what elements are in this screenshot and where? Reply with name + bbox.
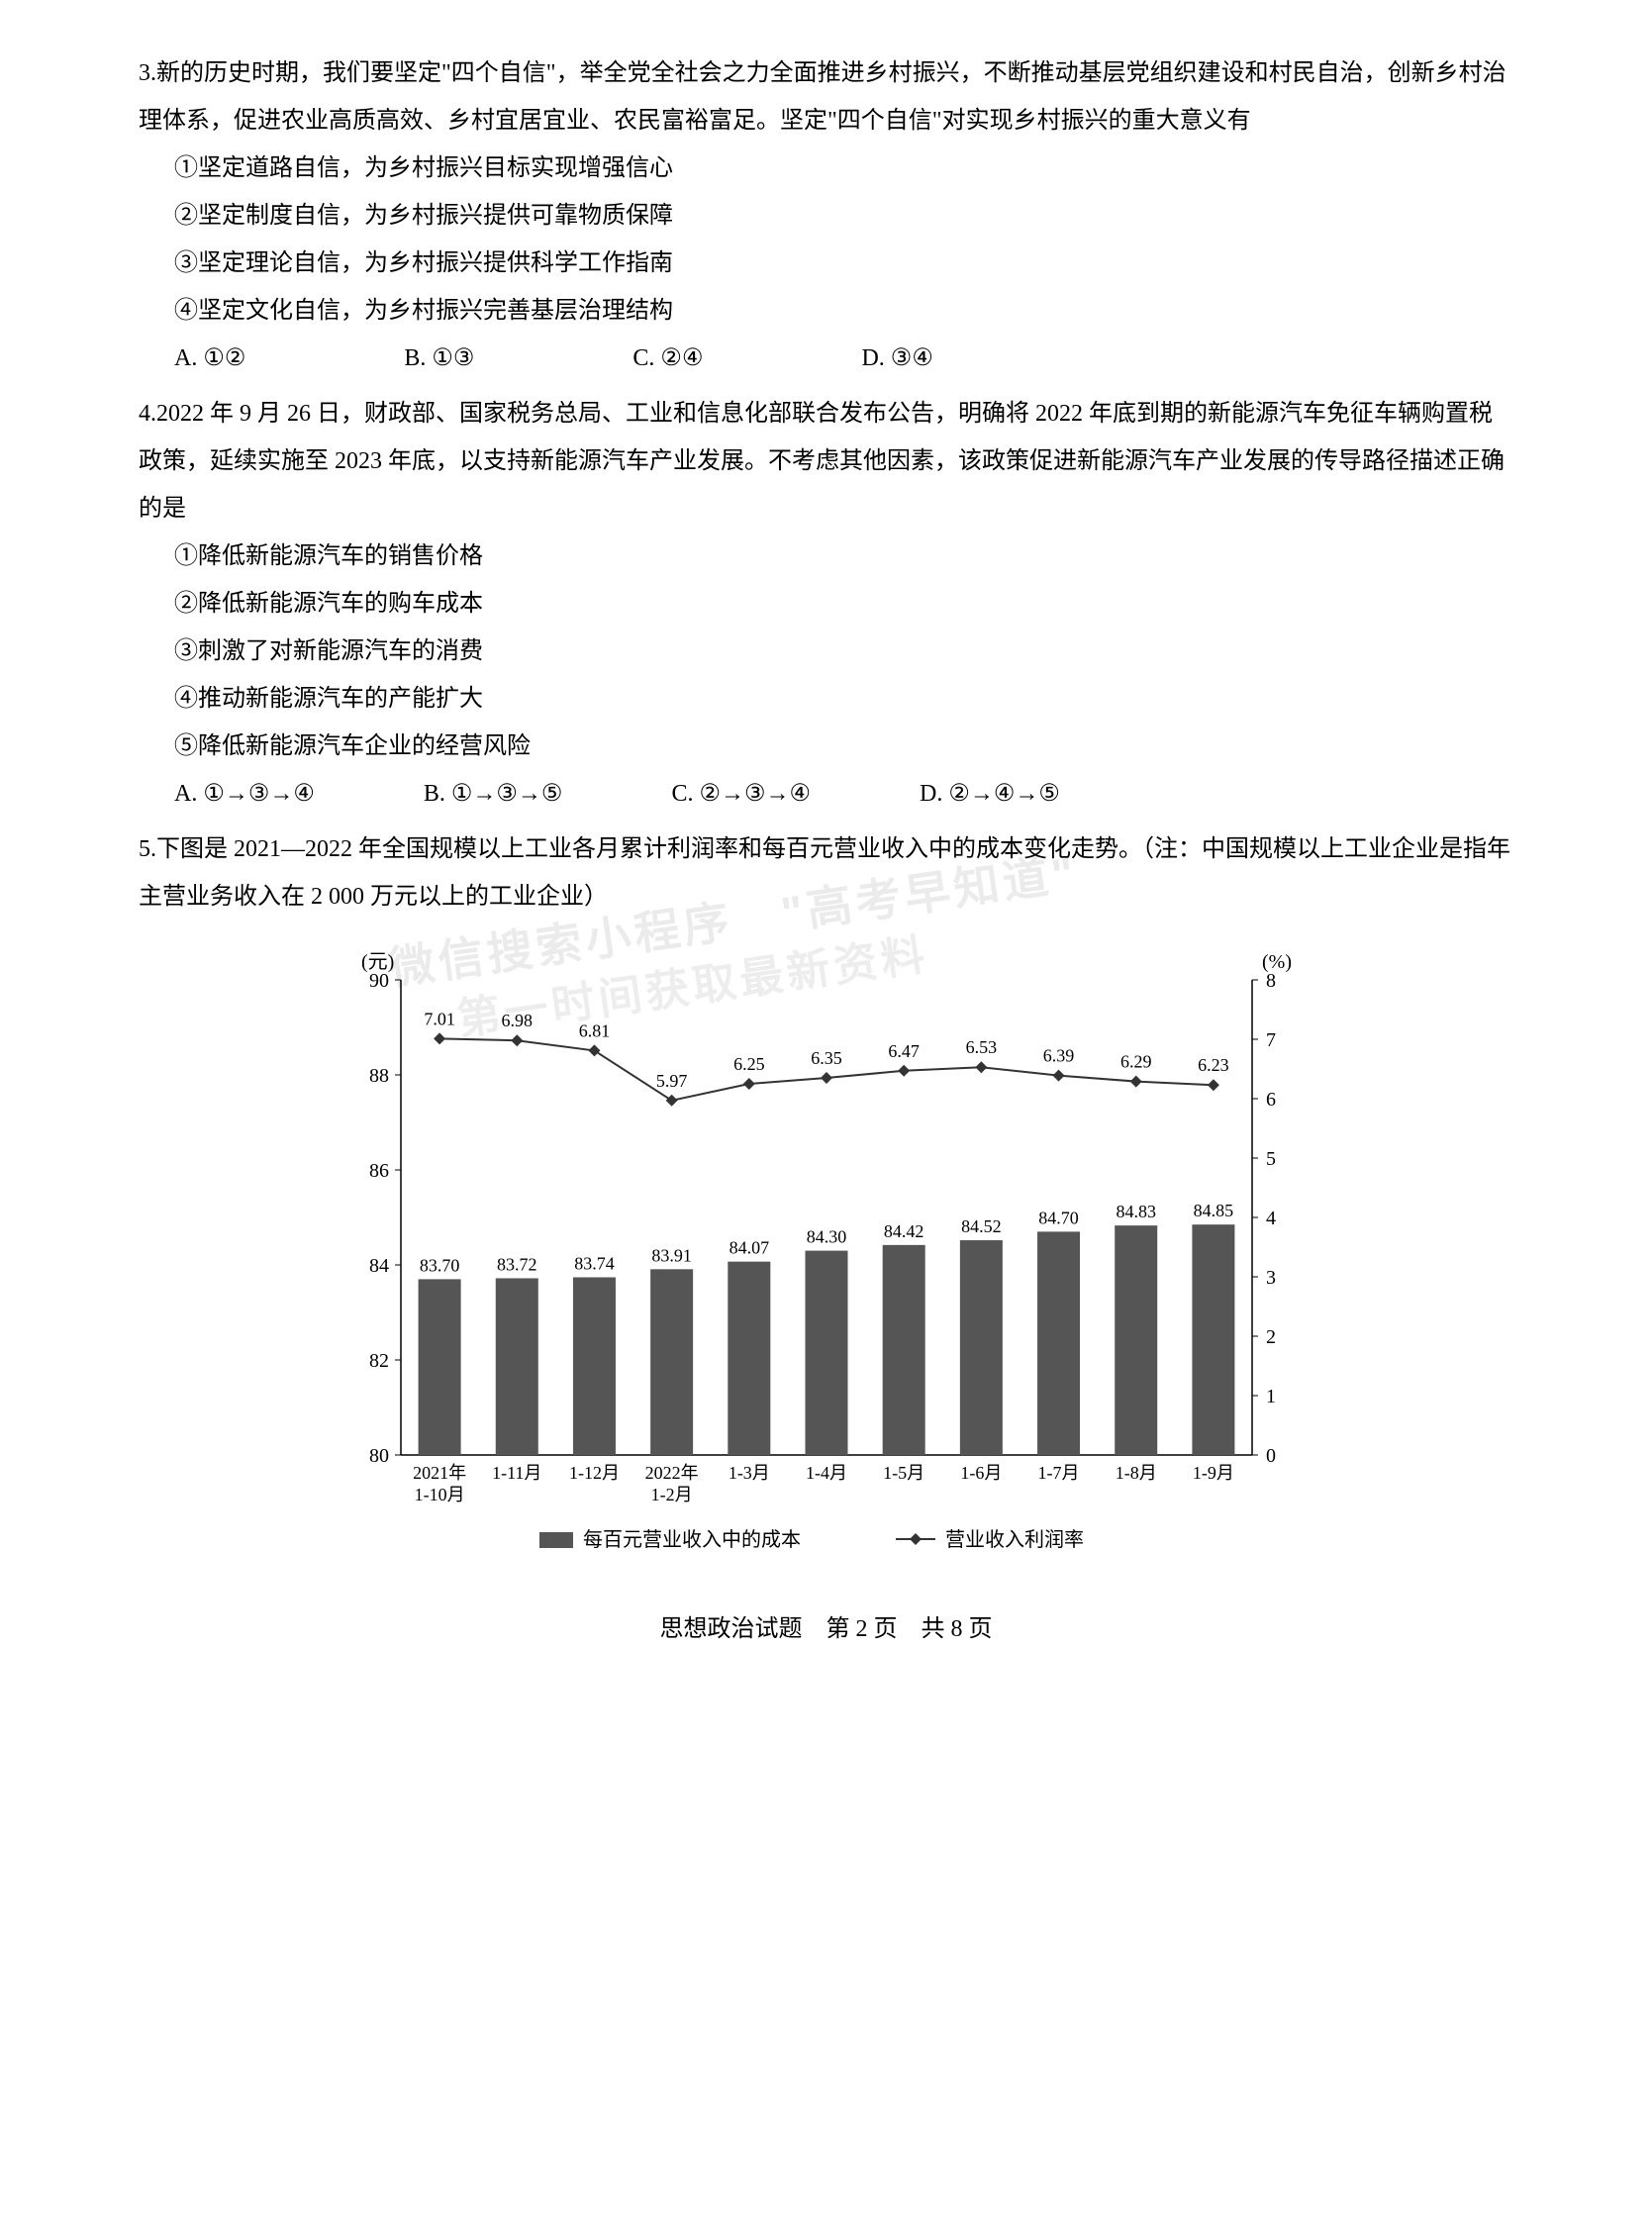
- svg-text:6.53: 6.53: [965, 1037, 997, 1057]
- q4-stem: 4.2022 年 9 月 26 日，财政部、国家税务总局、工业和信息化部联合发布…: [139, 390, 1513, 533]
- svg-text:2: 2: [1266, 1326, 1276, 1348]
- svg-text:84.07: 84.07: [729, 1238, 769, 1258]
- svg-text:6.39: 6.39: [1042, 1046, 1074, 1066]
- q3-item-3: ③坚定理论自信，为乡村振兴提供科学工作指南: [139, 240, 1513, 287]
- q4-opt-a: A. ①→③→④: [174, 770, 315, 818]
- chart-container: (元)(%)80828486889001234567883.7083.7283.…: [322, 940, 1331, 1591]
- q4-opt-b: B. ①→③→⑤: [424, 770, 563, 818]
- q4-stem-text: 2022 年 9 月 26 日，财政部、国家税务总局、工业和信息化部联合发布公告…: [139, 401, 1505, 522]
- svg-text:7.01: 7.01: [424, 1009, 455, 1028]
- svg-text:6.35: 6.35: [811, 1048, 842, 1068]
- svg-text:1-2月: 1-2月: [650, 1485, 692, 1504]
- q4-item-1: ①降低新能源汽车的销售价格: [139, 533, 1513, 580]
- svg-text:1-12月: 1-12月: [568, 1463, 619, 1483]
- svg-text:营业收入利润率: 营业收入利润率: [945, 1528, 1084, 1551]
- svg-text:6.25: 6.25: [733, 1054, 765, 1074]
- q5-stem: 5.下图是 2021—2022 年全国规模以上工业各月累计利润率和每百元营业收入…: [139, 825, 1513, 921]
- svg-text:1-3月: 1-3月: [728, 1463, 769, 1483]
- svg-text:84.30: 84.30: [806, 1227, 846, 1247]
- svg-text:2021年: 2021年: [413, 1463, 466, 1483]
- page-footer: 思想政治试题 第 2 页 共 8 页: [139, 1605, 1513, 1653]
- question-3: 3.新的历史时期，我们要坚定"四个自信"，举全党全社会之力全面推进乡村振兴，不断…: [139, 49, 1513, 382]
- svg-text:1-11月: 1-11月: [492, 1463, 541, 1483]
- svg-text:6.23: 6.23: [1198, 1055, 1229, 1075]
- svg-text:1-9月: 1-9月: [1192, 1463, 1233, 1483]
- svg-text:84.85: 84.85: [1193, 1201, 1233, 1220]
- q3-item-2: ②坚定制度自信，为乡村振兴提供可靠物质保障: [139, 192, 1513, 240]
- svg-text:3: 3: [1266, 1267, 1276, 1289]
- svg-text:88: 88: [369, 1065, 389, 1087]
- svg-text:84.42: 84.42: [883, 1221, 923, 1241]
- svg-text:82: 82: [369, 1350, 389, 1372]
- q4-item-3: ③刺激了对新能源汽车的消费: [139, 628, 1513, 675]
- svg-text:1-5月: 1-5月: [883, 1463, 924, 1483]
- q3-opt-d: D. ③④: [861, 335, 932, 382]
- svg-text:5.97: 5.97: [655, 1071, 687, 1091]
- q4-item-4: ④推动新能源汽车的产能扩大: [139, 675, 1513, 723]
- svg-text:1-6月: 1-6月: [960, 1463, 1002, 1483]
- q3-number: 3.: [139, 60, 156, 86]
- svg-text:83.74: 83.74: [574, 1253, 615, 1273]
- svg-text:6.29: 6.29: [1119, 1052, 1151, 1072]
- svg-text:86: 86: [369, 1160, 389, 1182]
- chart-svg: (元)(%)80828486889001234567883.7083.7283.…: [322, 940, 1331, 1574]
- svg-text:83.72: 83.72: [497, 1254, 537, 1274]
- q4-number: 4.: [139, 401, 156, 427]
- svg-text:每百元营业收入中的成本: 每百元营业收入中的成本: [583, 1528, 801, 1551]
- svg-text:7: 7: [1266, 1029, 1276, 1051]
- q3-opt-b: B. ①③: [404, 335, 474, 382]
- svg-text:8: 8: [1266, 970, 1276, 992]
- svg-text:83.91: 83.91: [651, 1245, 692, 1265]
- question-5: 5.下图是 2021—2022 年全国规模以上工业各月累计利润率和每百元营业收入…: [139, 825, 1513, 921]
- svg-text:2022年: 2022年: [644, 1463, 698, 1483]
- q4-opt-c: C. ②→③→④: [671, 770, 811, 818]
- svg-text:84: 84: [369, 1255, 389, 1277]
- svg-text:1: 1: [1266, 1386, 1276, 1407]
- question-4: 4.2022 年 9 月 26 日，财政部、国家税务总局、工业和信息化部联合发布…: [139, 390, 1513, 818]
- svg-text:6: 6: [1266, 1089, 1276, 1111]
- svg-text:84.83: 84.83: [1116, 1202, 1156, 1221]
- q3-item-1: ①坚定道路自信，为乡村振兴目标实现增强信心: [139, 145, 1513, 192]
- svg-text:4: 4: [1266, 1208, 1276, 1229]
- svg-text:5: 5: [1266, 1148, 1276, 1170]
- q3-opt-a: A. ①②: [174, 335, 245, 382]
- svg-text:1-10月: 1-10月: [414, 1485, 464, 1504]
- q3-opt-c: C. ②④: [632, 335, 703, 382]
- q4-opt-d: D. ②→④→⑤: [920, 770, 1060, 818]
- svg-text:6.81: 6.81: [578, 1020, 610, 1040]
- svg-text:6.47: 6.47: [888, 1041, 920, 1061]
- svg-text:1-8月: 1-8月: [1115, 1463, 1156, 1483]
- q4-options: A. ①→③→④ B. ①→③→⑤ C. ②→③→④ D. ②→④→⑤: [139, 770, 1513, 818]
- svg-text:1-4月: 1-4月: [806, 1463, 847, 1483]
- svg-text:1-7月: 1-7月: [1037, 1463, 1079, 1483]
- svg-text:0: 0: [1266, 1445, 1276, 1467]
- q3-options: A. ①② B. ①③ C. ②④ D. ③④: [139, 335, 1513, 382]
- svg-text:84.52: 84.52: [961, 1216, 1002, 1236]
- q5-number: 5.: [139, 836, 156, 862]
- q3-stem: 3.新的历史时期，我们要坚定"四个自信"，举全党全社会之力全面推进乡村振兴，不断…: [139, 49, 1513, 145]
- svg-text:84.70: 84.70: [1038, 1208, 1079, 1227]
- q4-item-2: ②降低新能源汽车的购车成本: [139, 580, 1513, 628]
- svg-text:90: 90: [369, 970, 389, 992]
- q3-stem-text: 新的历史时期，我们要坚定"四个自信"，举全党全社会之力全面推进乡村振兴，不断推动…: [139, 60, 1506, 134]
- svg-text:80: 80: [369, 1445, 389, 1467]
- q5-stem-text: 下图是 2021—2022 年全国规模以上工业各月累计利润率和每百元营业收入中的…: [139, 836, 1510, 910]
- q4-item-5: ⑤降低新能源汽车企业的经营风险: [139, 723, 1513, 770]
- svg-text:6.98: 6.98: [501, 1011, 533, 1030]
- svg-text:83.70: 83.70: [419, 1255, 459, 1275]
- q3-item-4: ④坚定文化自信，为乡村振兴完善基层治理结构: [139, 287, 1513, 335]
